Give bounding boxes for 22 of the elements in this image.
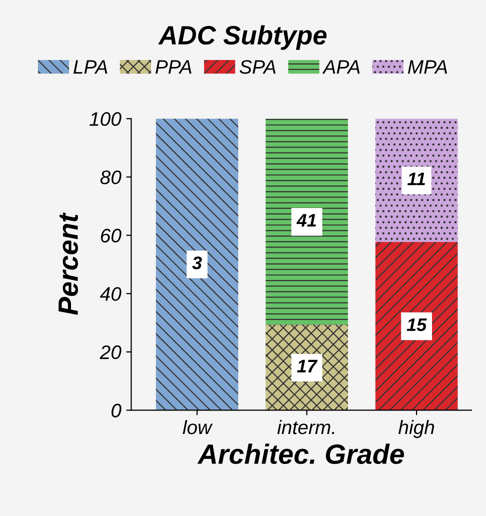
annotation: 3 <box>192 256 202 270</box>
y-axis-title: Percent <box>58 212 78 315</box>
y-tick-label: 60 <box>100 228 122 243</box>
legend-label: MPA <box>408 60 448 74</box>
legend-label: APA <box>322 60 360 74</box>
legend-label: LPA <box>74 60 108 74</box>
y-tick-label: 80 <box>100 170 122 184</box>
x-tick-label: low <box>182 420 213 434</box>
x-tick-label: interm. <box>277 420 334 434</box>
y-tick-label: 20 <box>100 345 122 360</box>
annotation: 15 <box>406 318 427 332</box>
y-tick-label: 0 <box>112 404 122 418</box>
legend-label: PPA <box>156 60 192 74</box>
annotation: 11 <box>407 172 425 186</box>
legend-title: ADC Subtype <box>158 25 327 50</box>
x-axis-title: Architec. Grade <box>197 444 404 464</box>
legend-label: SPA <box>240 60 276 74</box>
annotation: 41 <box>296 214 316 227</box>
x-tick-label: high <box>398 420 434 438</box>
annotation: 17 <box>297 360 318 372</box>
y-tick-label: 40 <box>100 287 122 301</box>
y-tick-label: 100 <box>90 112 122 126</box>
